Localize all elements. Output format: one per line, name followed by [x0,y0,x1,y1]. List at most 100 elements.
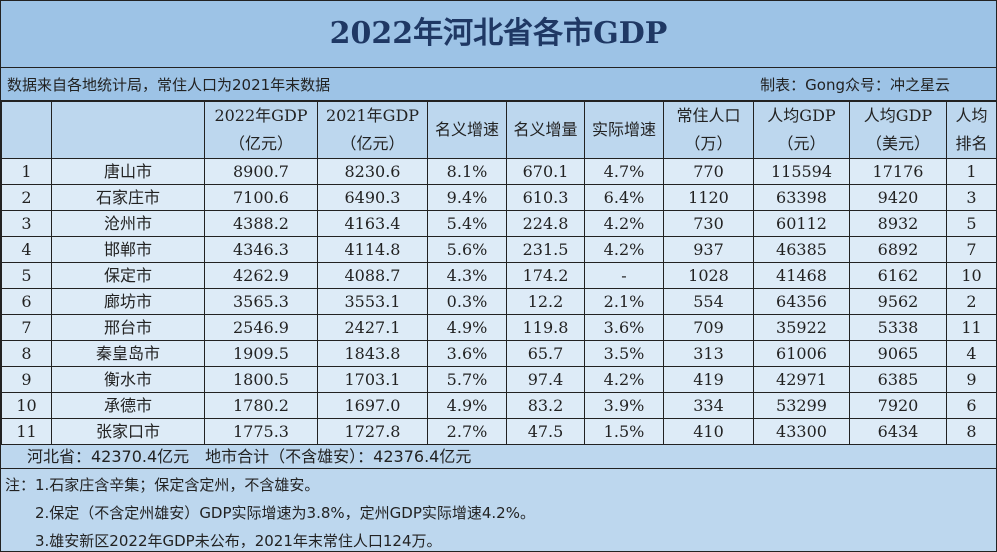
table-cell: 邯郸市 [51,236,205,263]
table-cell: 4388.2 [204,210,318,237]
table-cell: 4088.7 [317,262,428,289]
table-cell: 9065 [849,340,947,367]
table-cell: 2427.1 [317,314,428,341]
table-cell: 3.9% [584,392,664,419]
table-cell: 4.9% [427,314,507,341]
table-cell: 115594 [753,158,850,185]
table-cell: 4.3% [427,262,507,289]
column-header: （亿元） [317,130,428,159]
table-cell: 1 [1,158,52,185]
table-cell: 4.2% [584,210,664,237]
table-cell: 11 [1,418,52,445]
column-header: （元） [753,130,850,159]
table-cell: 4.2% [584,236,664,263]
table-cell: 97.4 [506,366,585,393]
table-cell: 63398 [753,184,850,211]
table-cell: 6 [1,288,52,315]
table-cell: 5.6% [427,236,507,263]
table-cell: 174.2 [506,262,585,289]
table-cell: 4 [1,236,52,263]
table-cell: 224.8 [506,210,585,237]
table-cell: 64356 [753,288,850,315]
table-cell: 1703.1 [317,366,428,393]
table-cell: 9 [1,366,52,393]
table-cell: 10 [946,262,996,289]
table-cell: 313 [663,340,754,367]
table-cell: 231.5 [506,236,585,263]
table-cell: 5338 [849,314,947,341]
table-cell: 1780.2 [204,392,318,419]
table-cell: 2.7% [427,418,507,445]
table-cell: 554 [663,288,754,315]
table-cell: 1843.8 [317,340,428,367]
table-cell: 419 [663,366,754,393]
note-1: 注：1.石家庄含辛集；保定含定州，不含雄安。 [5,476,320,494]
table-cell: 35922 [753,314,850,341]
column-header [51,101,205,130]
table-cell: 43300 [753,418,850,445]
table-cell: 4163.4 [317,210,428,237]
table-cell: 7920 [849,392,947,419]
table-cell: - [584,262,664,289]
table-cell: 2.1% [584,288,664,315]
table-cell: 12.2 [506,288,585,315]
table-cell: 60112 [753,210,850,237]
table-cell: 1909.5 [204,340,318,367]
table-cell: 670.1 [506,158,585,185]
table-cell: 6385 [849,366,947,393]
table-cell: 1775.3 [204,418,318,445]
table-cell: 937 [663,236,754,263]
table-cell: 10 [1,392,52,419]
table-row: 1 唐山市 8900.7 8230.6 8.1% 670.1 4.7% 770 115594 17… [1,158,996,185]
table-cell: 3565.3 [204,288,318,315]
table-cell: 承德市 [51,392,205,419]
table-cell: 邢台市 [51,314,205,341]
table-cell: 2546.9 [204,314,318,341]
table-cell: 2 [1,184,52,211]
table-row: 10 承德市 1780.2 1697.0 4.9% 83.2 3.9% 334 53299 792… [1,392,996,419]
source-note: 数据来自各地统计局，常住人口为2021年末数据 [7,75,331,94]
table-cell: 770 [663,158,754,185]
column-header: 2021年GDP [317,101,428,130]
note-3: 3.雄安新区2022年GDP未公布，2021年末常住人口124万。 [35,532,442,550]
column-header [1,101,52,130]
column-header: 名义增量 [506,101,585,159]
table-row: 3 沧州市 4388.2 4163.4 5.4% 224.8 4.2% 730 60112 893… [1,210,996,237]
table-cell: 7 [1,314,52,341]
table-cell: 4.9% [427,392,507,419]
table-cell: 17176 [849,158,947,185]
table-cell: 4262.9 [204,262,318,289]
table-cell: 730 [663,210,754,237]
table-cell: 6490.3 [317,184,428,211]
table-cell: 6892 [849,236,947,263]
total-row: 河北省：42370.4亿元 地市合计（不含雄安）：42376.4亿元 [1,445,996,469]
table-cell: 2 [946,288,996,315]
table-cell: 4.7% [584,158,664,185]
table-cell: 8 [946,418,996,445]
column-header: （万） [663,130,754,159]
table-row: 7 邢台市 2546.9 2427.1 4.9% 119.8 3.6% 709 35922 533… [1,314,996,341]
table-cell: 6 [946,392,996,419]
table-cell: 3 [946,184,996,211]
table-cell: 53299 [753,392,850,419]
table-cell: 0.3% [427,288,507,315]
table-cell: 石家庄市 [51,184,205,211]
author-note: 制表：Gong众号：冲之星云 [760,75,950,94]
column-header: 人均 [946,101,996,130]
gdp-table: 2022年GDP 2021年GDP 名义增速 名义增量 实际增速 常住人口 人均GDP 人均G… [1,101,996,445]
table-cell: 3.6% [584,314,664,341]
table-cell: 沧州市 [51,210,205,237]
table-cell: 42971 [753,366,850,393]
table-cell: 廊坊市 [51,288,205,315]
table-cell: 610.3 [506,184,585,211]
table-row: 6 廊坊市 3565.3 3553.1 0.3% 12.2 2.1% 554 64356 9562… [1,288,996,315]
column-header [51,130,205,159]
table-cell: 唐山市 [51,158,205,185]
table-cell: 保定市 [51,262,205,289]
table-cell: 6434 [849,418,947,445]
table-cell: 4.2% [584,366,664,393]
table-cell: 83.2 [506,392,585,419]
table-cell: 6.4% [584,184,664,211]
table-cell: 1800.5 [204,366,318,393]
